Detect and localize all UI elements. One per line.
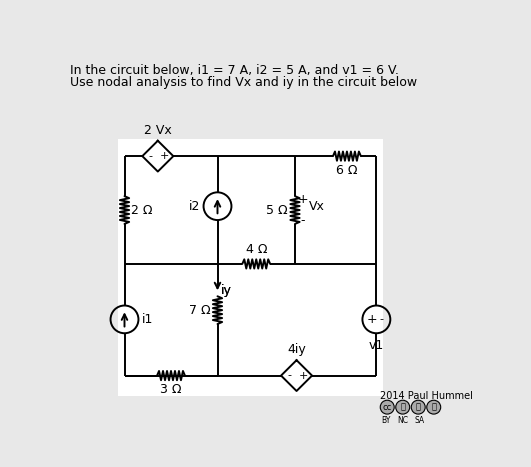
Text: 2014 Paul Hummel: 2014 Paul Hummel	[380, 391, 473, 401]
Text: -: -	[149, 151, 153, 161]
Text: -: -	[301, 214, 305, 227]
Text: 4iy: 4iy	[287, 343, 306, 356]
Text: +: +	[299, 371, 308, 381]
Text: v1: v1	[369, 340, 384, 353]
Text: -: -	[379, 314, 383, 325]
Bar	[118, 139, 383, 396]
Text: iy: iy	[221, 283, 232, 297]
Text: cc: cc	[383, 403, 392, 411]
Text: 4 Ω: 4 Ω	[245, 243, 267, 256]
Text: 3 Ω: 3 Ω	[160, 383, 182, 396]
Text: SA: SA	[414, 417, 424, 425]
Text: i1: i1	[142, 313, 153, 326]
Text: +: +	[297, 193, 308, 206]
Text: 2 Ω: 2 Ω	[132, 204, 153, 217]
Text: -: -	[288, 371, 292, 381]
Text: iy: iy	[221, 283, 232, 297]
Text: i2: i2	[189, 200, 200, 212]
Text: Ⓞ: Ⓞ	[431, 403, 436, 411]
Text: 5 Ω: 5 Ω	[267, 204, 288, 217]
Text: 6 Ω: 6 Ω	[336, 164, 358, 177]
Text: In the circuit below, i1 = 7 A, i2 = 5 A, and v1 = 6 V.: In the circuit below, i1 = 7 A, i2 = 5 A…	[70, 64, 399, 77]
Text: 7 Ω: 7 Ω	[189, 304, 210, 317]
Text: 2 Vx: 2 Vx	[144, 124, 172, 137]
Circle shape	[411, 400, 425, 414]
Text: NC: NC	[397, 417, 408, 425]
Text: Use nodal analysis to find Vx and iy in the circuit below: Use nodal analysis to find Vx and iy in …	[70, 76, 417, 89]
Text: ⓘ: ⓘ	[400, 403, 405, 411]
Circle shape	[396, 400, 410, 414]
Text: Ⓢ: Ⓢ	[416, 403, 421, 411]
Text: BY: BY	[381, 417, 390, 425]
Text: +: +	[366, 313, 377, 326]
Circle shape	[427, 400, 441, 414]
Text: Vx: Vx	[309, 200, 325, 213]
Circle shape	[380, 400, 394, 414]
Text: +: +	[160, 151, 169, 161]
